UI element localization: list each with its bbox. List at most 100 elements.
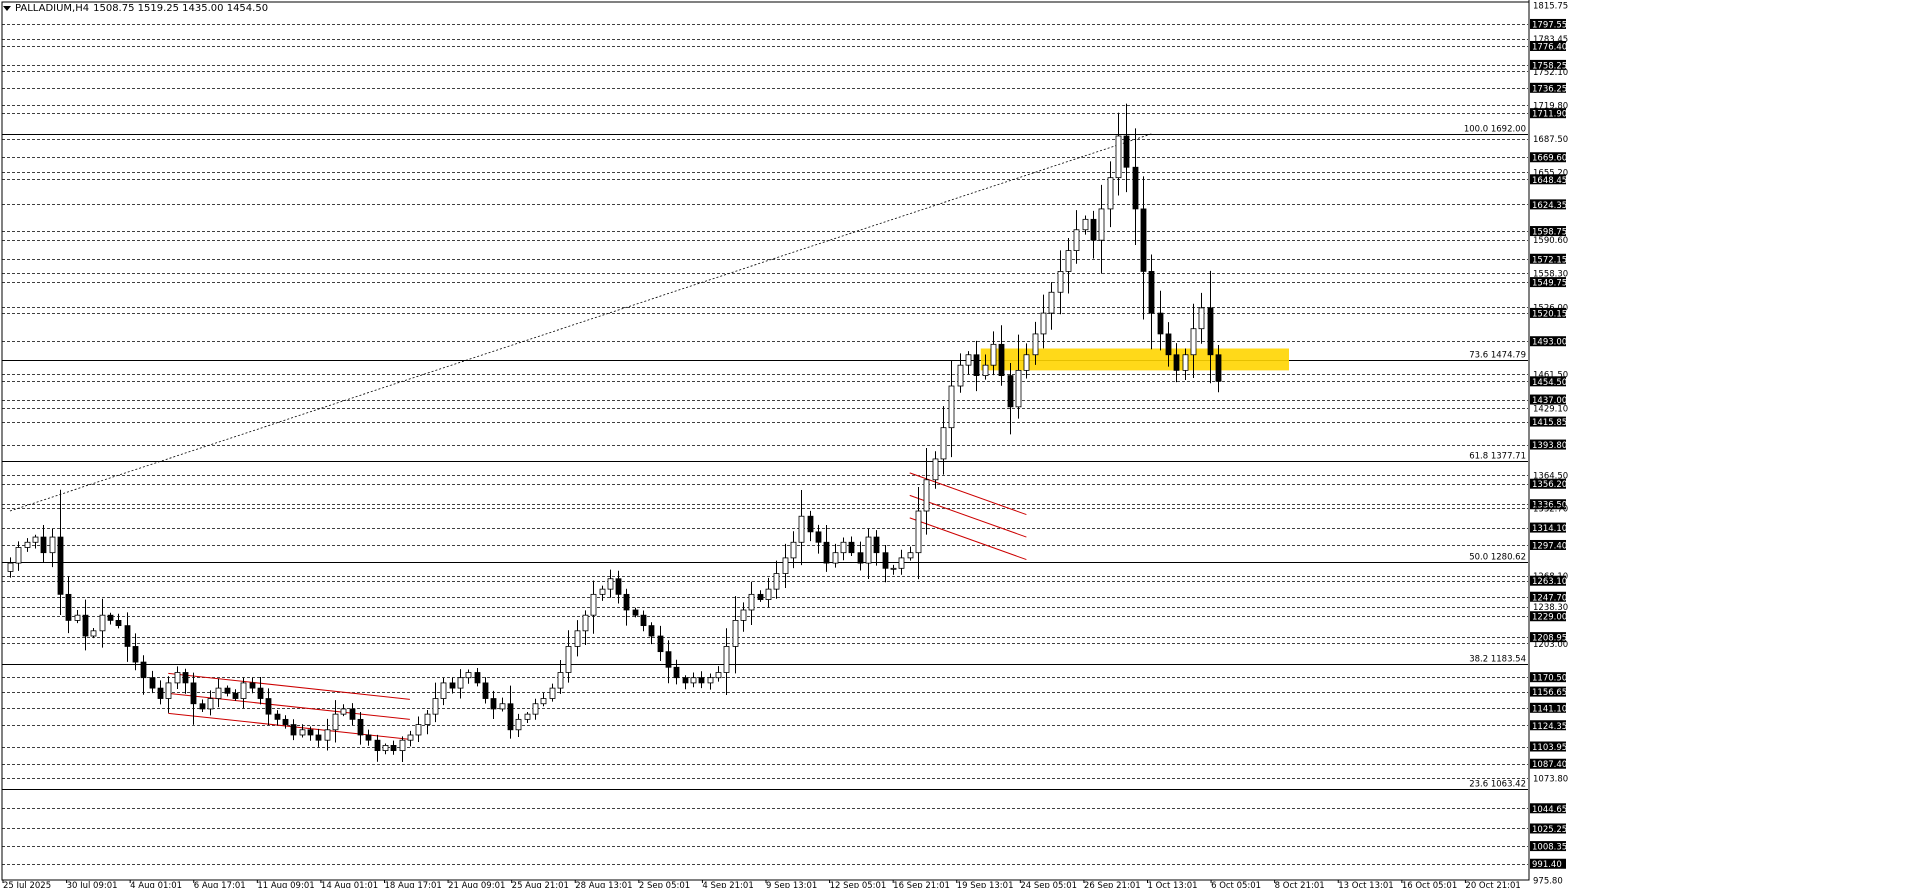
candle-body: [798, 515, 805, 543]
candle-body: [324, 729, 331, 741]
price-label-box: [1530, 82, 1566, 93]
price-label-box: [1530, 174, 1566, 185]
candle-body: [807, 515, 814, 533]
time-label: 2 Sep 05:01: [639, 881, 690, 888]
candle-body: [1048, 291, 1055, 314]
time-label: 30 Jul 09:01: [67, 881, 118, 888]
candle-body: [349, 708, 356, 720]
price-label: 975.80: [1533, 877, 1563, 887]
candle-body: [382, 745, 389, 752]
candle-body: [682, 677, 689, 684]
time-label: 24 Sep 05:01: [1020, 881, 1077, 888]
price-label-box: [1530, 307, 1566, 318]
candle-body: [1023, 354, 1030, 371]
price-label: 1141.10: [1532, 704, 1567, 714]
candle-body: [207, 698, 214, 710]
ohlc-label: 1508.75 1519.25 1435.00 1454.50: [93, 3, 269, 14]
candle-body: [1015, 369, 1022, 408]
price-label: 1815.75: [1533, 2, 1568, 12]
candle-body: [648, 625, 655, 637]
price-label-box: [1530, 720, 1566, 731]
time-label: 13 Oct 13:01: [1338, 881, 1393, 888]
price-label: 1736.25: [1532, 84, 1567, 94]
time-label: 18 Aug 17:01: [385, 881, 442, 888]
candle-body: [82, 614, 89, 637]
price-label: 1008.35: [1532, 843, 1567, 853]
candle-body: [165, 682, 172, 699]
candle-body: [424, 713, 431, 725]
candle-body: [1007, 375, 1014, 408]
candle-body: [57, 536, 64, 595]
price-label: 1238.30: [1533, 603, 1568, 613]
dropdown-triangle-icon[interactable]: [3, 6, 11, 11]
candle-body: [190, 682, 197, 705]
price-label-box: [1530, 539, 1566, 550]
price-label-box: [1530, 522, 1566, 533]
time-label: 16 Oct 05:01: [1402, 881, 1457, 888]
price-label: 1624.35: [1532, 201, 1567, 211]
time-label: 28 Aug 13:01: [575, 881, 632, 888]
candle-body: [340, 708, 347, 715]
price-label-box: [1530, 226, 1566, 237]
candle-body: [32, 536, 39, 543]
channel-line: [168, 712, 410, 740]
candle-body: [599, 588, 606, 595]
candle-body: [1207, 307, 1214, 356]
candle-body: [815, 531, 822, 543]
candle-body: [1123, 135, 1130, 168]
candle-body: [565, 646, 572, 673]
candle-body: [673, 666, 680, 679]
price-label-box: [1530, 199, 1566, 210]
price-label-box: [1530, 823, 1566, 834]
candle-body: [1148, 271, 1155, 314]
price-label: 1752.10: [1533, 68, 1568, 78]
candle-body: [174, 672, 181, 684]
candle-body: [773, 573, 780, 590]
candle-body: [790, 541, 797, 559]
price-label: 1297.40: [1532, 541, 1567, 551]
price-label-box: [1530, 841, 1566, 852]
candle-body: [315, 734, 322, 741]
candle-body: [399, 739, 406, 752]
candle-body: [249, 682, 256, 689]
candle-body: [15, 547, 22, 564]
time-label: 9 Sep 13:01: [766, 881, 817, 888]
candle-body: [199, 703, 206, 710]
candle-body: [715, 672, 722, 679]
price-label: 1087.40: [1532, 760, 1567, 770]
time-label: 11 Aug 09:01: [257, 881, 314, 888]
candle-body: [432, 698, 439, 715]
candle-body: [1115, 135, 1122, 179]
time-label: 6 Oct 05:01: [1211, 881, 1261, 888]
price-label: 1103.95: [1532, 743, 1567, 753]
price-label: 1719.80: [1533, 101, 1568, 111]
candle-body: [1215, 354, 1222, 382]
symbol-label: PALLADIUM,H4: [15, 3, 90, 14]
candle-body: [65, 593, 72, 621]
price-label: 1758.25: [1532, 61, 1567, 71]
time-label: 12 Sep 05:01: [830, 881, 887, 888]
candle-body: [732, 620, 739, 647]
price-label: 1655.20: [1533, 169, 1568, 179]
candle-body: [657, 635, 664, 653]
price-label: 1203.00: [1533, 640, 1568, 650]
time-label: 21 Aug 09:01: [448, 881, 505, 888]
fib-label: 23.6 1063.42: [1469, 780, 1526, 790]
price-label: 1429.10: [1533, 404, 1568, 414]
candle-body: [49, 536, 56, 554]
fib-label: 100.0 1692.00: [1464, 125, 1526, 135]
channel-line: [909, 517, 1027, 561]
time-label: 1 Oct 13:01: [1148, 881, 1198, 888]
price-label: 1687.50: [1533, 135, 1568, 145]
price-label-box: [1530, 758, 1566, 769]
price-label: 1454.50: [1532, 378, 1567, 388]
candle-body: [7, 562, 14, 572]
fib-label: 38.2 1183.54: [1469, 655, 1526, 665]
price-label: 1229.00: [1532, 613, 1567, 623]
candle-body: [182, 672, 189, 684]
candle-body: [457, 677, 464, 689]
candle-body: [1082, 218, 1089, 231]
price-label-box: [1530, 803, 1566, 814]
